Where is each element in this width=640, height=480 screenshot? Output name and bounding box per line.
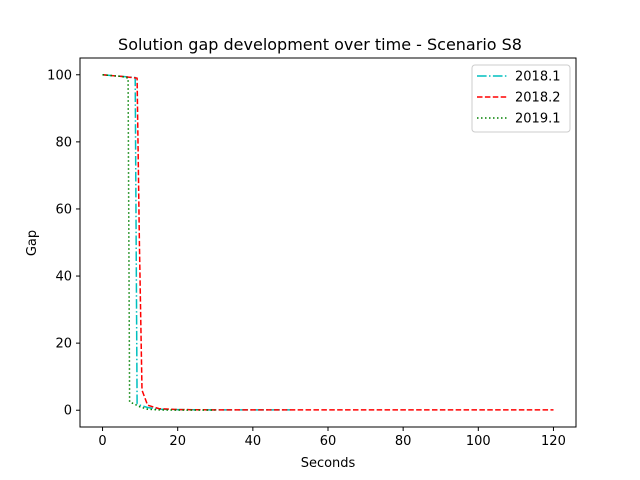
series-group [102,74,554,411]
y-tick-label: 40 [55,270,72,285]
plot-area: 0 20 40 60 80 100 120 0 20 40 60 80 100 [47,57,577,449]
series-line-2018-2 [102,74,554,411]
y-tick-label: 20 [55,337,72,352]
series-line-2019-1 [102,74,216,411]
x-axis-label: Seconds [301,456,356,471]
legend: 2018.1 2018.2 2019.1 [471,64,571,133]
x-tick-label: 80 [395,434,412,449]
chart-title: Solution gap development over time - Sce… [118,35,522,54]
x-tick-label: 100 [466,434,491,449]
y-tick-label: 80 [55,135,72,150]
x-tick-label: 40 [245,434,262,449]
x-tick-label: 120 [541,434,566,449]
legend-box [471,64,571,133]
y-tick-label: 100 [47,68,72,83]
y-tick-label: 60 [55,202,72,217]
x-tick-label: 0 [98,434,106,449]
x-tick-label: 60 [320,434,337,449]
legend-label: 2019.1 [515,112,561,127]
y-tick-label: 0 [64,404,72,419]
series-line-2018-1 [102,74,291,411]
y-axis-label: Gap [25,230,40,256]
x-tick-label: 20 [169,434,186,449]
legend-label: 2018.1 [515,70,561,85]
legend-label: 2018.2 [515,91,561,106]
